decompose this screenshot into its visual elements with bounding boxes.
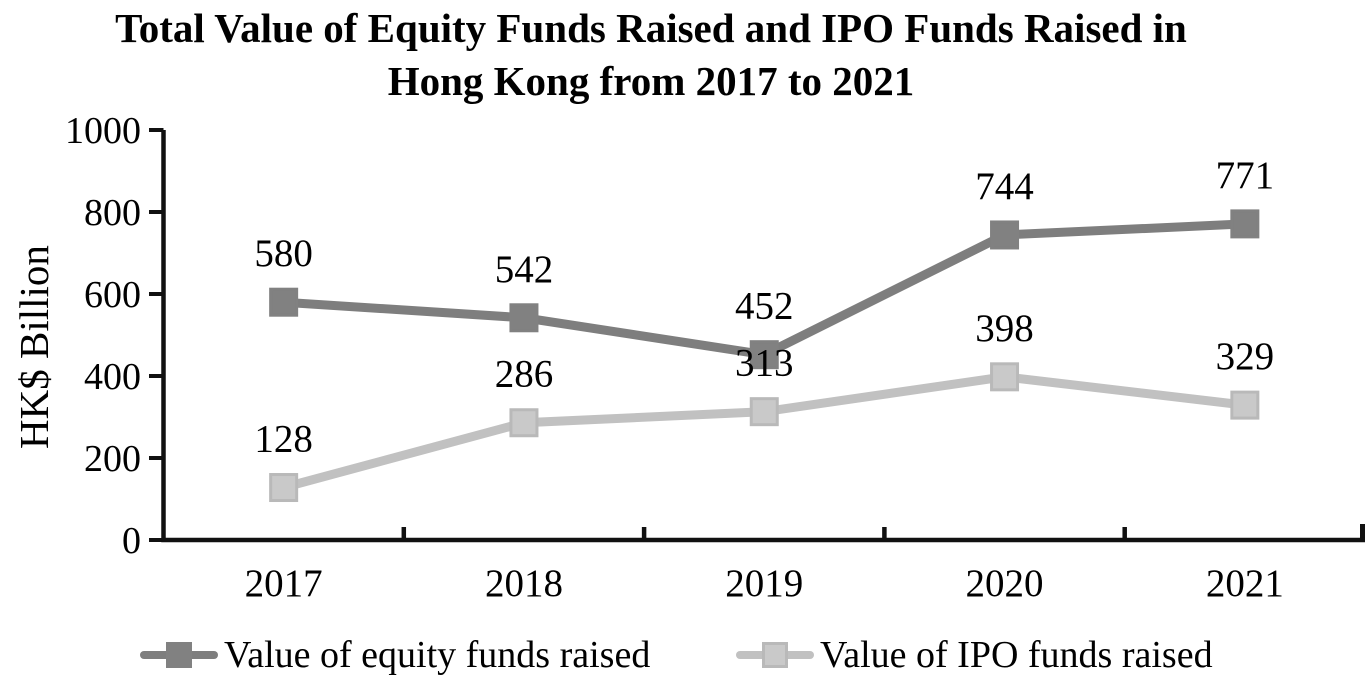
y-tick-label: 800 xyxy=(84,192,141,234)
data-point-marker-equity-funds xyxy=(269,287,299,317)
equity-series-legend-marker-icon xyxy=(140,631,218,679)
data-label-ipo-funds: 128 xyxy=(254,418,313,461)
x-tick-label: 2021 xyxy=(1206,562,1284,605)
x-tick-label: 2020 xyxy=(966,562,1044,605)
data-point-marker-equity-funds xyxy=(990,220,1020,250)
data-label-equity-funds: 452 xyxy=(735,285,794,328)
data-point-marker-equity-funds xyxy=(749,340,779,370)
y-tick-label: 1000 xyxy=(65,110,141,152)
legend-item-equity-funds: Value of equity funds raised xyxy=(140,631,650,679)
data-label-equity-funds: 542 xyxy=(495,248,554,291)
axis-frame xyxy=(161,130,1365,543)
data-point-marker-ipo-funds xyxy=(509,408,539,438)
chart-title: Total Value of Equity Funds Raised and I… xyxy=(0,2,1302,108)
data-label-equity-funds: 580 xyxy=(254,232,313,275)
x-tick-label: 2018 xyxy=(485,562,563,605)
x-tick-label: 2017 xyxy=(245,562,323,605)
data-label-ipo-funds: 286 xyxy=(495,353,554,396)
data-label-ipo-funds: 313 xyxy=(735,342,794,385)
y-tick-label: 200 xyxy=(84,438,141,480)
x-tick-label: 2019 xyxy=(725,562,803,605)
data-label-equity-funds: 744 xyxy=(975,165,1034,208)
legend-item-ipo-funds: Value of IPO funds raised xyxy=(736,631,1213,679)
legend-label-equity-funds: Value of equity funds raised xyxy=(224,634,651,676)
chart-title-line2: Hong Kong from 2017 to 2021 xyxy=(387,58,915,104)
data-label-equity-funds: 771 xyxy=(1216,154,1275,197)
y-tick-label: 400 xyxy=(84,356,141,398)
data-point-marker-ipo-funds xyxy=(1230,390,1260,420)
chart-title-line1: Total Value of Equity Funds Raised and I… xyxy=(115,5,1187,51)
data-point-marker-ipo-funds xyxy=(990,362,1020,392)
y-tick-label: 600 xyxy=(84,274,141,316)
data-point-marker-equity-funds xyxy=(509,303,539,333)
equity-legend-square-icon xyxy=(166,642,192,668)
series-line-ipo-funds xyxy=(282,372,1246,492)
ipo-legend-square-icon xyxy=(762,642,788,668)
legend-label-ipo-funds: Value of IPO funds raised xyxy=(820,634,1213,676)
data-label-ipo-funds: 398 xyxy=(975,307,1034,350)
data-point-marker-ipo-funds xyxy=(749,397,779,427)
ipo-series-legend-marker-icon xyxy=(736,631,814,679)
data-label-ipo-funds: 329 xyxy=(1216,335,1275,378)
y-tick-label: 0 xyxy=(122,520,141,562)
data-point-marker-ipo-funds xyxy=(269,473,299,503)
data-point-marker-equity-funds xyxy=(1230,209,1260,239)
